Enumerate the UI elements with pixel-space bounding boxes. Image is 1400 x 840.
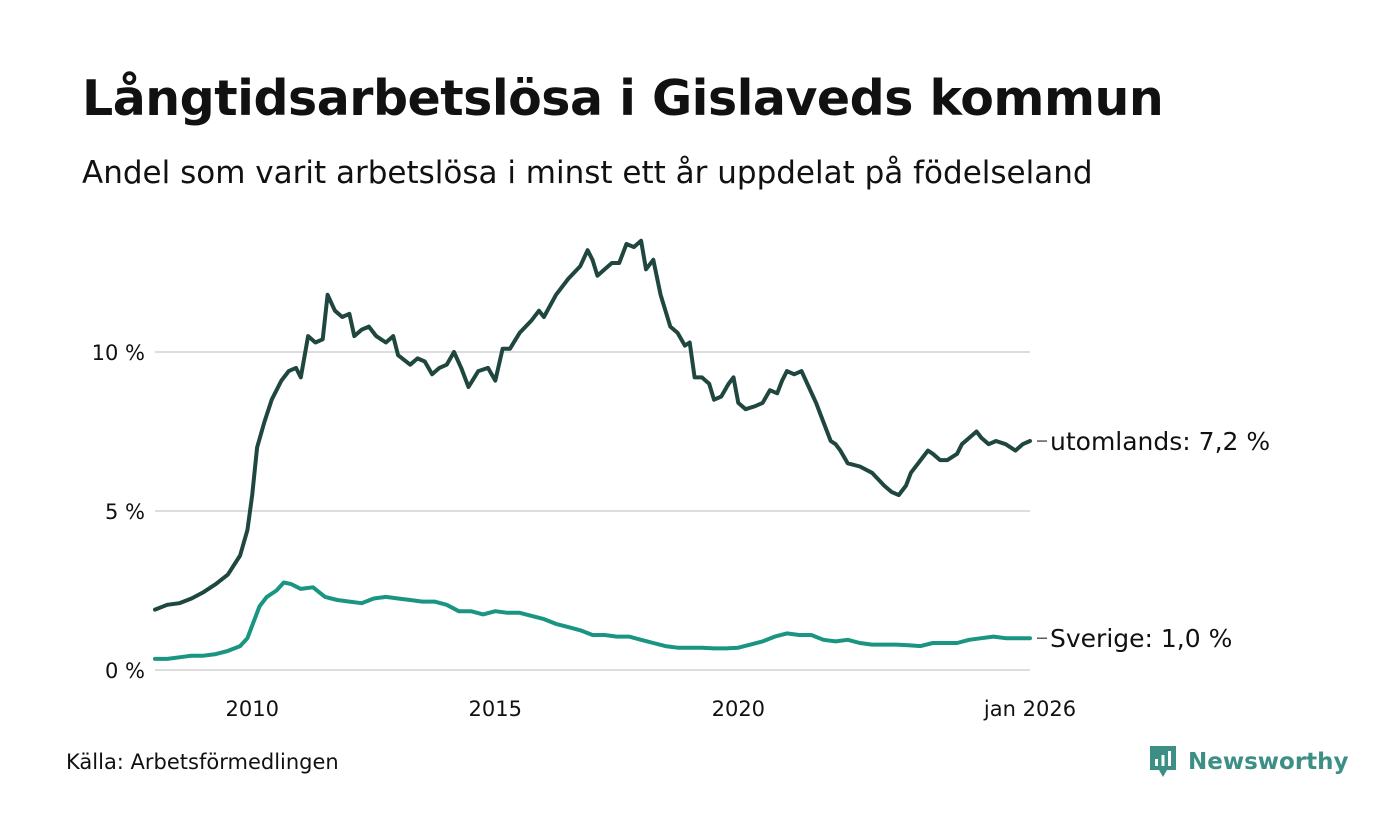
x-tick-label: 2020 <box>712 697 765 721</box>
x-tick-label: 2015 <box>469 697 522 721</box>
y-tick-label: 5 % <box>105 500 145 524</box>
brand-logo: Newsworthy <box>1148 744 1349 780</box>
series-layer <box>153 238 1032 661</box>
series-line-utomlands <box>153 238 1032 612</box>
x-tick-label: jan 2026 <box>983 697 1076 721</box>
page-subtitle: Andel som varit arbetslösa i minst ett å… <box>82 155 1093 191</box>
series-line-sverige <box>153 580 1032 661</box>
y-axis: 0 % 5 % 10 % <box>92 341 145 683</box>
y-tick-label: 10 % <box>92 341 145 365</box>
source-note: Källa: Arbetsförmedlingen <box>66 750 339 774</box>
newsworthy-logo-icon <box>1150 746 1176 777</box>
grid-layer <box>155 351 1030 671</box>
x-axis: 2010 2015 2020 jan 2026 <box>225 697 1076 721</box>
series-end-label-utomlands: utomlands: 7,2 % <box>1050 427 1270 456</box>
x-tick-label: 2010 <box>225 697 278 721</box>
y-tick-label: 0 % <box>105 659 145 683</box>
series-labels: utomlands: 7,2 % Sverige: 1,0 % <box>1037 427 1270 653</box>
page-title: Långtidsarbetslösa i Gislaveds kommun <box>82 70 1164 127</box>
series-end-label-sverige: Sverige: 1,0 % <box>1050 624 1232 653</box>
brand-name: Newsworthy <box>1188 749 1349 775</box>
